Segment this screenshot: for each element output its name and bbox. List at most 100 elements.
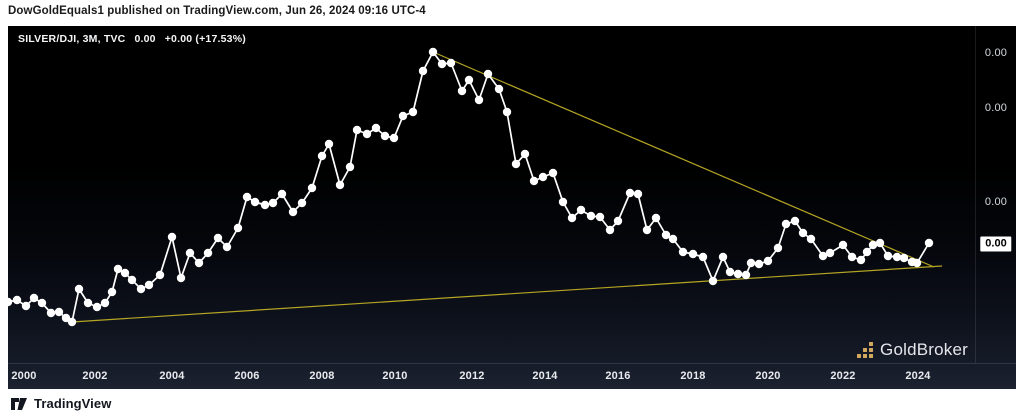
data-point-marker [746,258,756,268]
trendline-upper-resistance[interactable] [432,51,935,268]
data-point-marker [127,275,137,285]
data-point-marker [307,183,317,193]
current-price-badge: 0.00 [980,236,1012,252]
data-point-marker [725,267,735,277]
data-point-marker [389,133,399,143]
time-axis-label: 2012 [459,370,485,382]
time-axis-label: 2010 [382,370,408,382]
data-point-marker [335,180,345,190]
data-point-marker [875,238,885,248]
data-point-marker [12,295,22,305]
data-point-marker [317,151,327,161]
data-point-marker [856,255,866,265]
data-point-marker [520,149,530,159]
chart-container[interactable]: SILVER/DJI, 3M, TVC 0.00 +0.00 (+17.53%)… [8,26,1016,389]
data-point-marker [136,284,146,294]
time-axis[interactable]: 2000 2002 2004 2006 2008 2010 2012 2014 2016 2018… [8,363,1016,389]
time-axis-label: 2016 [605,370,631,382]
data-point-marker [277,189,287,199]
data-point-marker [408,107,418,117]
data-point-marker [457,86,467,96]
time-axis-label: 2024 [905,370,931,382]
goldbroker-icon-square [869,354,874,358]
data-point-marker [67,317,77,327]
price-axis-label: 0.00 [984,102,1008,114]
data-point-marker [176,273,186,283]
data-point-marker [502,107,512,117]
goldbroker-brand-text: GoldBroker [880,340,968,359]
data-point-marker [21,301,31,311]
data-point-marker [113,264,123,274]
time-axis-label: 2014 [532,370,558,382]
data-point-marker [107,287,117,297]
data-point-marker [899,253,909,263]
data-point-marker [464,75,474,85]
data-point-marker [529,176,539,186]
data-point-marker [203,248,213,258]
data-point-marker [213,233,223,243]
data-point-marker [651,213,661,223]
data-point-marker [558,197,568,207]
legend-symbol: SILVER/DJI, 3M, TVC [18,33,126,45]
data-point-marker [698,252,708,262]
data-point-marker [428,47,438,57]
attribution-text: DowGoldEquals1 published on TradingView.… [8,5,426,17]
goldbroker-icon-bar [869,342,874,358]
time-axis-label: 2018 [680,370,706,382]
data-point-marker [474,95,484,105]
trendline-lower-support[interactable] [71,265,943,323]
data-point-marker [642,225,652,235]
data-point-marker [8,297,13,307]
data-point-marker [398,111,408,121]
data-point-marker [773,243,783,253]
data-point-marker [362,129,372,139]
goldbroker-icon-square [857,354,862,358]
data-point-marker [260,200,270,210]
data-point-marker [924,238,934,248]
goldbroker-logo-icon [857,342,874,358]
plot-svg[interactable] [8,26,975,363]
goldbroker-icon-square [863,354,868,358]
data-point-marker [46,308,56,318]
data-point-marker [818,251,828,261]
data-point-marker [548,168,558,178]
data-point-marker [538,172,548,182]
data-point-marker [242,192,252,202]
data-point-marker [576,205,586,215]
data-point-marker [912,258,922,268]
data-point-marker [418,66,428,76]
data-point-marker [437,59,447,69]
data-point-marker [345,162,355,172]
data-point-marker [688,249,698,259]
goldbroker-icon-bar [857,354,862,358]
data-point-marker [54,307,64,317]
time-axis-label: 2020 [755,370,781,382]
data-point-marker [733,269,743,279]
data-point-marker [233,223,243,233]
data-point-marker [446,58,456,68]
legend-price: 0.00 [134,33,156,45]
data-point-marker [613,216,623,226]
data-point-marker [100,298,110,308]
data-point-marker [847,252,857,262]
data-point-marker [222,242,232,252]
time-axis-label: 2004 [159,370,185,382]
data-point-marker [511,159,521,169]
chart-legend[interactable]: SILVER/DJI, 3M, TVC 0.00 +0.00 (+17.53%) [18,33,246,45]
data-point-marker [862,247,872,257]
tradingview-footer-logo[interactable]: TradingView [10,396,111,411]
data-point-marker [61,313,71,323]
price-axis[interactable]: 0.00 0.00 0.00 0.00 [975,26,1016,363]
data-point-marker [781,219,791,229]
tradingview-logo-icon [11,397,27,410]
data-point-marker [798,228,808,238]
data-point-marker [741,270,751,280]
data-point-marker [678,247,688,257]
data-point-marker [37,298,47,308]
data-point-marker [763,256,773,266]
data-point-marker [825,248,835,258]
data-point-marker [380,131,390,141]
legend-change: +0.00 (+17.53%) [164,33,246,45]
goldbroker-icon-square [869,348,874,352]
